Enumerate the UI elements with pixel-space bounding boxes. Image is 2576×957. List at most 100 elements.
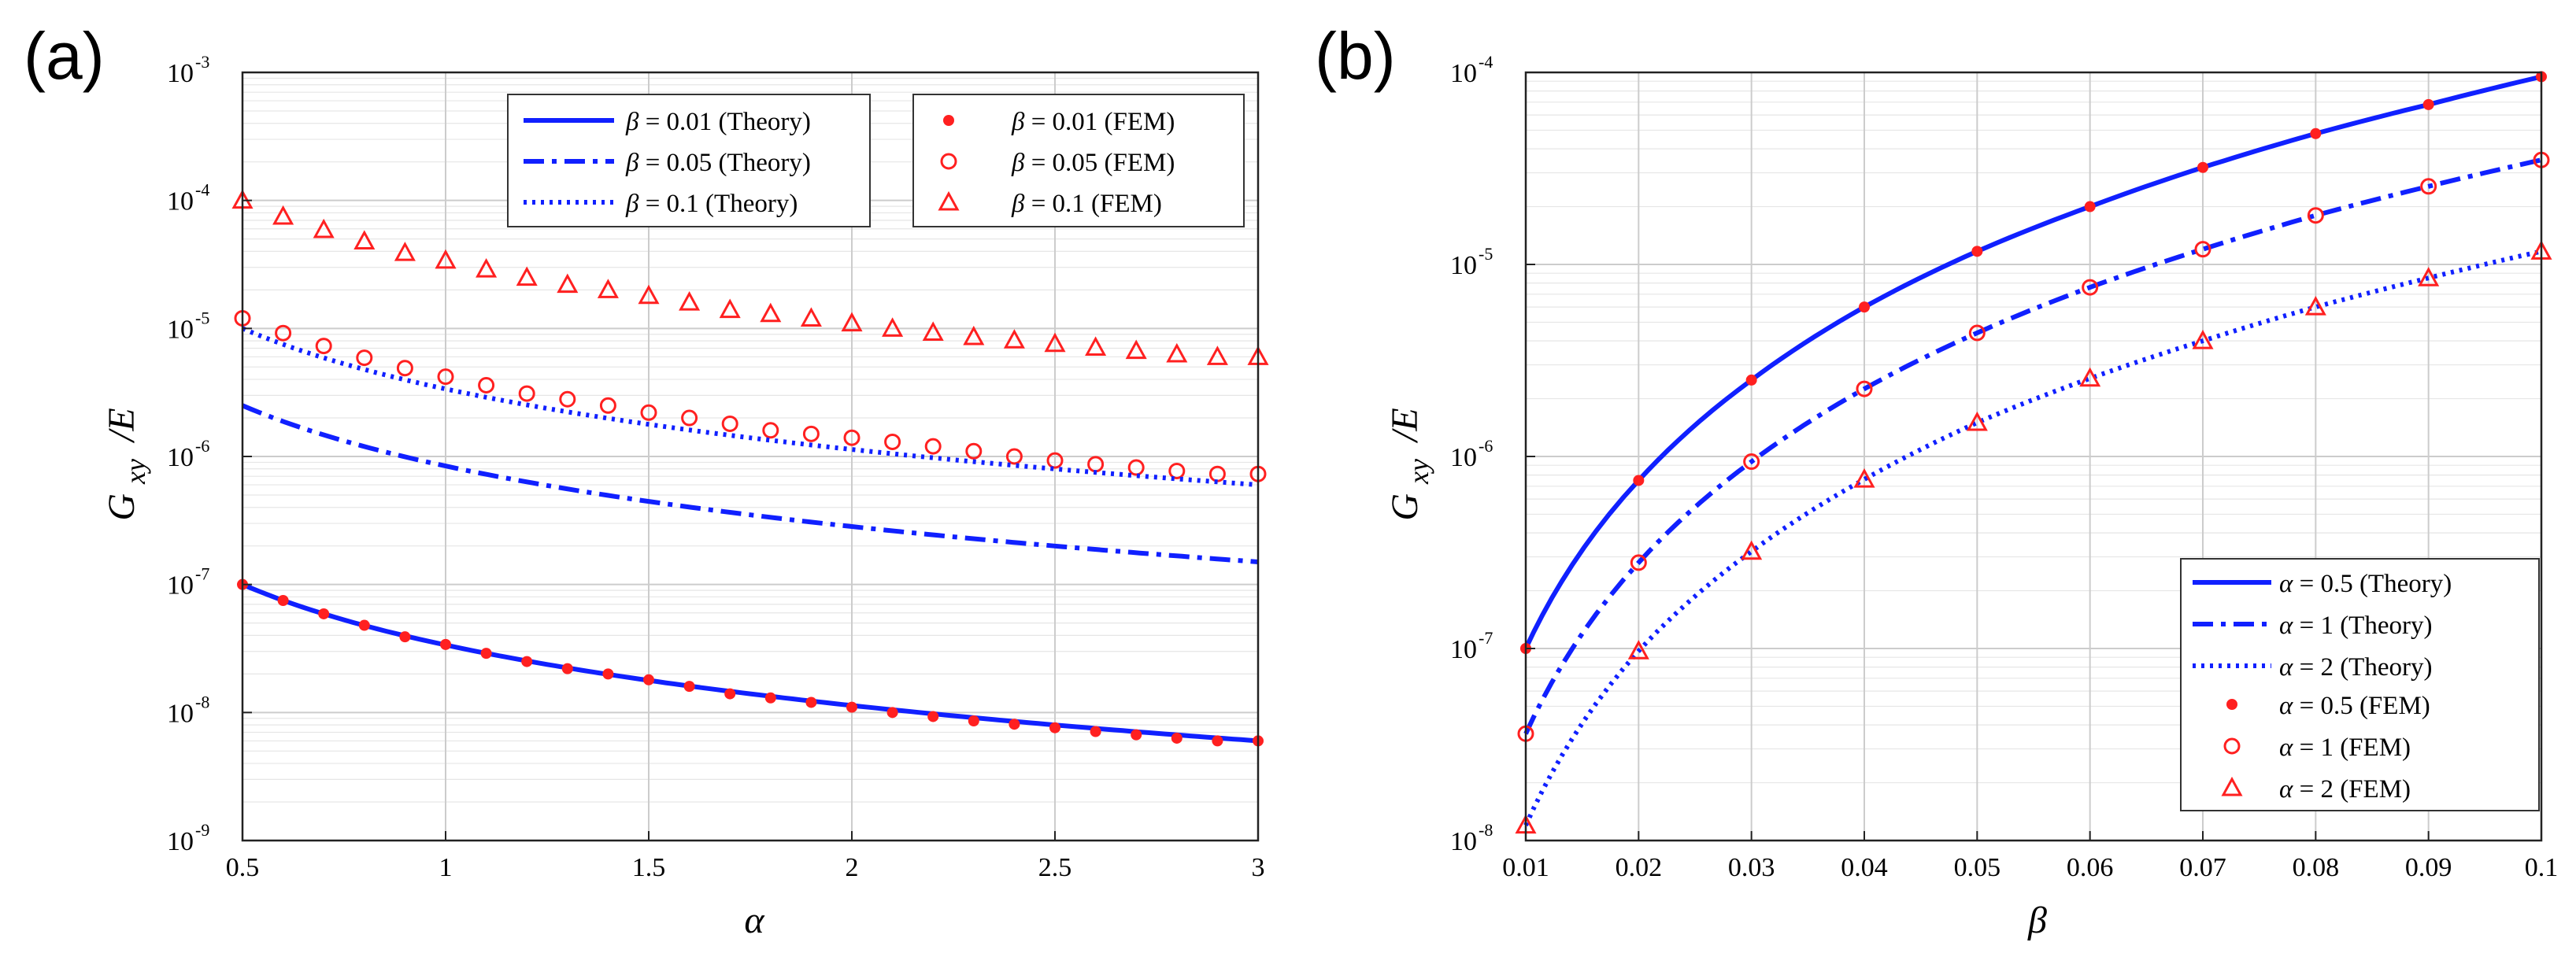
p1-series-2-line [1523, 249, 2542, 826]
p0-series-1-point [315, 338, 332, 355]
p0-series-1-point [478, 377, 495, 394]
p0-series-0-point [805, 697, 817, 708]
p1-x-tick-label: 0.06 [2067, 853, 2114, 882]
p0-y-tick-exponent: -6 [195, 436, 209, 456]
legend-a-theory-2: β = 0.1 (Theory) [625, 190, 798, 218]
p0-y-tick-base: 10 [167, 571, 194, 600]
panel-b-legend: α = 0.5 (Theory) α = 1 (Theory) α = 2 (T… [2180, 558, 2540, 811]
p0-series-0-point [480, 648, 492, 660]
p0-series-0-line [241, 582, 1259, 744]
p0-series-2-point [1206, 345, 1228, 365]
p0-y-tick-exponent: -3 [195, 52, 209, 72]
p1-series-1-point [1968, 324, 1986, 342]
p1-series-0-point [2310, 127, 2322, 139]
legend-b-marker-triangle [2221, 776, 2243, 796]
panel-b-ylabel-tail: /E [1384, 408, 1426, 444]
p1-series-2-point [2418, 267, 2440, 286]
p0-series-0-point [440, 638, 451, 650]
p0-y-tick-base: 10 [167, 59, 194, 88]
p1-x-tick-label: 0.03 [1728, 853, 1775, 882]
p0-series-1-point [762, 422, 779, 439]
p0-y-tick-base: 10 [167, 187, 194, 216]
p1-series-1-point [1630, 554, 1647, 571]
p0-x-tick-label: 0.5 [226, 853, 260, 882]
p1-series-1-point [2194, 241, 2211, 258]
panel-a-ylabel-tail: /E [101, 408, 142, 444]
p1-x-tick-label: 0.05 [1954, 853, 2001, 882]
p0-series-2-point [557, 273, 579, 294]
p0-x-tick-label: 2 [846, 853, 859, 882]
p0-series-1-point [356, 349, 373, 367]
panel-a-ylabel-sub: xy [120, 459, 151, 485]
p1-series-0-point [1745, 374, 1757, 386]
p1-x-tick-label: 0.02 [1616, 853, 1663, 882]
p1-series-1-point [2420, 178, 2437, 195]
p1-series-0-point [1971, 246, 1983, 257]
p0-series-2-point [719, 298, 741, 319]
p0-series-0-point [1090, 726, 1101, 737]
p1-series-1-point [1856, 380, 1873, 397]
p1-series-0-point [2084, 201, 2096, 212]
p0-series-2-point [841, 312, 863, 332]
p0-series-1-point [640, 404, 657, 421]
panel-a-label: (a) [24, 19, 105, 93]
p0-y-tick-base: 10 [167, 699, 194, 728]
p0-series-2-point [597, 279, 619, 298]
p0-x-tick-label: 3 [1252, 853, 1265, 882]
p0-series-1-point [1168, 462, 1186, 479]
p1-series-2-point [2192, 329, 2214, 349]
p1-y-tick-base: 10 [1450, 635, 1477, 664]
legend-b-1: α = 1 (Theory) [2279, 612, 2432, 640]
panel-b-ylabel: G xy /E [1384, 408, 1434, 521]
p0-series-0-point [724, 688, 736, 700]
legend-b-3: α = 0.5 (FEM) [2279, 692, 2430, 720]
panel-a-curves [231, 189, 1269, 747]
legend-marker-dot [943, 115, 954, 126]
p0-series-0-point [886, 707, 898, 719]
p0-series-1-point [1127, 459, 1145, 476]
p0-y-tick-exponent: -5 [195, 308, 209, 327]
p0-series-1-point [1005, 448, 1023, 465]
p0-series-0-point [358, 619, 370, 631]
p0-y-tick-exponent: -9 [195, 820, 209, 840]
p0-series-0-point [1009, 719, 1020, 730]
p0-series-1-point [884, 433, 901, 450]
p0-series-0-point [1131, 729, 1142, 741]
p0-series-0-point [764, 692, 776, 704]
p1-series-0-point [2197, 161, 2208, 173]
p0-series-2-point [313, 218, 335, 238]
p1-series-0-point [1859, 301, 1870, 313]
p0-series-1-point [559, 390, 576, 408]
p0-series-2-point [760, 302, 782, 323]
legend-b-5: α = 2 (FEM) [2279, 775, 2411, 804]
legend-a-fem-0: β = 0.01 (FEM) [1011, 108, 1175, 136]
legend-a-fem-1: β = 0.05 (FEM) [1011, 149, 1175, 177]
p0-series-1-point [437, 368, 454, 386]
p0-series-1-point [1046, 452, 1064, 469]
p0-y-tick-exponent: -7 [195, 564, 209, 584]
p0-series-2-point [353, 230, 376, 250]
p0-series-2-point [1125, 339, 1147, 360]
p0-series-2-point [679, 291, 701, 311]
p0-y-tick-exponent: -8 [195, 692, 209, 711]
p1-series-1-point [2082, 279, 2099, 296]
p0-series-0-point [927, 711, 939, 722]
p0-x-tick-label: 1.5 [632, 853, 666, 882]
p1-x-tick-label: 0.08 [2293, 853, 2340, 882]
panel-b-ylabel-sub: xy [1403, 459, 1434, 485]
p1-y-tick-exponent: -8 [1479, 820, 1493, 840]
p0-series-0-point [643, 674, 654, 685]
p0-series-2-point [638, 284, 660, 305]
panel-b-ylabel-main: G [1384, 493, 1426, 521]
p1-series-2-point [1627, 640, 1649, 660]
p0-series-2-line [241, 326, 1259, 488]
p0-y-tick-exponent: -4 [195, 180, 209, 200]
p0-y-tick-base: 10 [167, 443, 194, 472]
panel-b-curves [1515, 71, 2552, 834]
p1-y-tick-exponent: -6 [1479, 436, 1493, 456]
p1-y-tick-exponent: -4 [1479, 52, 1493, 72]
p0-series-0-point [1212, 735, 1223, 747]
p0-series-2-point [882, 317, 904, 337]
panel-a-xlabel: α [744, 900, 764, 941]
